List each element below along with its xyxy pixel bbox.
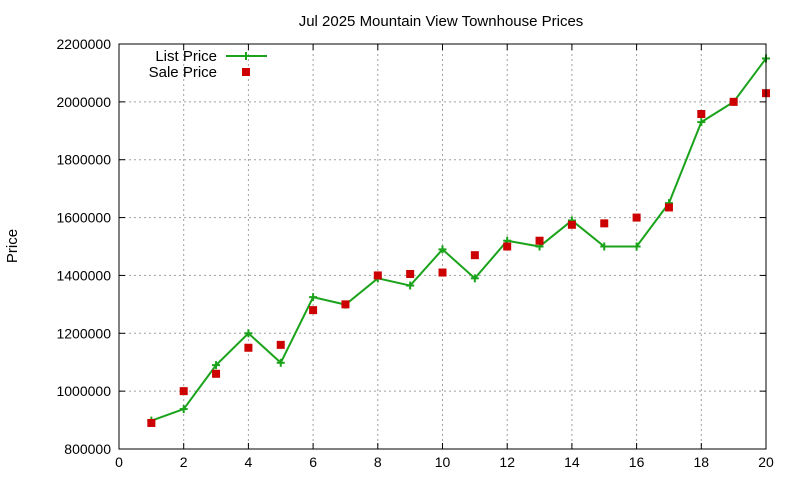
list-price-point [632, 242, 641, 251]
legend: List Price Sale Price [149, 48, 267, 81]
sale-price-point [309, 306, 318, 315]
y-tick-label: 1000000 [56, 383, 111, 399]
list-price-point [244, 329, 253, 338]
legend-swatch-sale-price [242, 68, 250, 76]
x-tick-label: 18 [694, 454, 710, 470]
legend-label-list-price: List Price [155, 48, 217, 65]
legend-marker-list-price [242, 52, 250, 60]
sale-price-point [470, 251, 479, 260]
sale-price-point [697, 110, 706, 119]
y-tick-label: 2000000 [56, 94, 111, 110]
sale-price-point [406, 269, 415, 278]
x-tick-label: 12 [499, 454, 515, 470]
y-tick-label: 1800000 [56, 152, 111, 168]
sale-price-point [503, 242, 512, 251]
list-price-point [470, 274, 479, 283]
sale-price-point [212, 369, 221, 378]
y-tick-label: 1200000 [56, 325, 111, 341]
axis-ticks: 0 2 4 6 8 10 12 14 16 18 20 800000 1000000 1200000 140… [56, 36, 774, 470]
sale-price-point [341, 300, 350, 309]
x-tick-label: 10 [435, 454, 451, 470]
x-tick-label: 16 [629, 454, 645, 470]
list-price-point [309, 293, 318, 302]
list-price-point [406, 281, 415, 290]
y-axis-label: Price [4, 229, 21, 263]
y-tick-label: 1400000 [56, 267, 111, 283]
legend-label-sale-price: Sale Price [149, 64, 217, 81]
sale-price-point [600, 219, 609, 228]
y-tick-label: 800000 [64, 441, 111, 457]
sale-price-point [438, 268, 447, 277]
list-price-point [600, 242, 609, 251]
sale-price-point [664, 203, 673, 212]
x-tick-label: 0 [115, 454, 123, 470]
sale-price-point [179, 387, 188, 396]
series-layer [147, 54, 770, 427]
y-tick-label: 2200000 [56, 36, 111, 52]
x-tick-label: 8 [374, 454, 382, 470]
sale-price-point [373, 271, 382, 280]
plot-frame [118, 43, 767, 450]
list-price-point [697, 118, 706, 127]
sale-price-point [567, 220, 576, 229]
sale-price-point [535, 236, 544, 245]
x-tick-label: 14 [564, 454, 580, 470]
list-price-point [438, 245, 447, 254]
x-tick-label: 4 [245, 454, 253, 470]
x-tick-label: 6 [309, 454, 317, 470]
list-price-point [179, 405, 188, 414]
sale-price-point [729, 97, 738, 106]
list-price-line [151, 57, 767, 422]
sale-price-point [244, 343, 253, 352]
y-tick-label: 1600000 [56, 210, 111, 226]
sale-price-point [632, 213, 641, 222]
legend-swatches [226, 52, 267, 76]
x-tick-label: 20 [758, 454, 774, 470]
list-price-point [276, 358, 285, 367]
sale-price-point [147, 418, 156, 427]
sale-price-point [276, 340, 285, 349]
chart-title: Jul 2025 Mountain View Townhouse Prices [299, 13, 584, 30]
list-price-point [212, 361, 221, 370]
x-tick-label: 2 [180, 454, 188, 470]
